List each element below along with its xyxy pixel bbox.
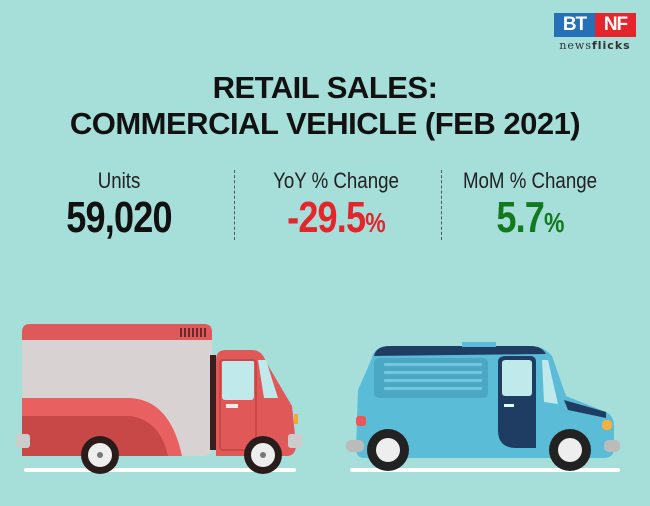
divider <box>234 170 235 240</box>
stat-label: MoM % Change <box>462 168 598 193</box>
stat-number: 5.7 <box>496 193 545 242</box>
stat-yoy: YoY % Change -29.5% <box>236 168 436 247</box>
stat-number: -29.5 <box>287 193 366 242</box>
brand-logo: BT NF newsflicks <box>554 13 636 52</box>
title-line-1: RETAIL SALES: <box>212 70 438 105</box>
stat-suffix: % <box>365 207 385 238</box>
logo-nf: NF <box>595 13 636 37</box>
stat-value: 59,020 <box>37 194 201 242</box>
title-line-2: COMMERCIAL VEHICLE (FEB 2021) <box>69 106 581 141</box>
van-illustration <box>346 342 620 472</box>
stat-number: 59,020 <box>66 193 172 242</box>
stat-value: -29.5% <box>254 194 418 247</box>
stat-label: Units <box>97 168 141 193</box>
truck-illustration <box>16 324 302 474</box>
page-title: RETAIL SALES: COMMERCIAL VEHICLE (FEB 20… <box>0 70 650 142</box>
divider <box>441 170 442 240</box>
logo-bt: BT <box>554 13 595 37</box>
stat-value: 5.7% <box>448 194 612 247</box>
stat-label: YoY % Change <box>273 168 399 193</box>
logo-sub-light: news <box>559 39 592 52</box>
logo-sub-bold: flicks <box>591 39 631 52</box>
stat-mom: MoM % Change 5.7% <box>430 168 630 247</box>
stat-units: Units 59,020 <box>19 168 219 242</box>
logo-subtitle: newsflicks <box>554 39 636 52</box>
stat-suffix: % <box>544 207 564 238</box>
